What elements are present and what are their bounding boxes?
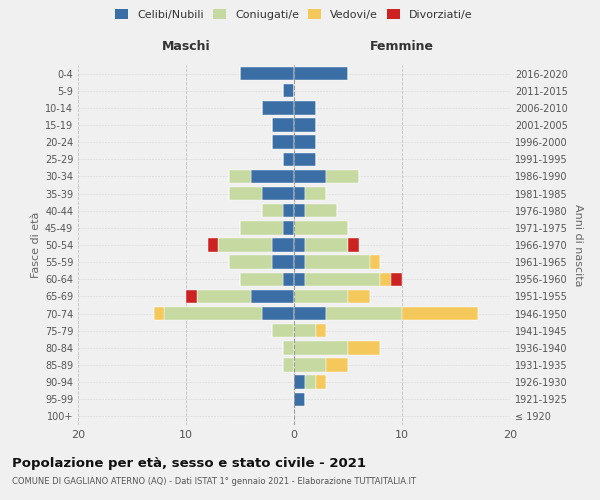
Bar xyxy=(283,221,294,234)
Bar xyxy=(316,376,326,389)
Legend: Celibi/Nubili, Coniugati/e, Vedovi/e, Divorziati/e: Celibi/Nubili, Coniugati/e, Vedovi/e, Di… xyxy=(112,6,476,23)
Text: Popolazione per età, sesso e stato civile - 2021: Popolazione per età, sesso e stato civil… xyxy=(12,458,366,470)
Bar xyxy=(218,238,272,252)
Bar xyxy=(294,307,326,320)
Bar xyxy=(294,221,348,234)
Bar xyxy=(370,256,380,269)
Bar xyxy=(197,290,251,303)
Bar xyxy=(262,101,294,114)
Bar xyxy=(283,272,294,286)
Bar xyxy=(402,307,478,320)
Bar xyxy=(272,238,294,252)
Bar xyxy=(240,272,283,286)
Bar xyxy=(326,170,359,183)
Bar xyxy=(283,358,294,372)
Bar xyxy=(208,238,218,252)
Bar xyxy=(294,136,316,149)
Bar xyxy=(305,272,380,286)
Bar xyxy=(294,272,305,286)
Bar xyxy=(283,204,294,218)
Bar xyxy=(294,324,316,338)
Bar xyxy=(154,307,164,320)
Bar xyxy=(316,324,326,338)
Bar xyxy=(262,307,294,320)
Bar xyxy=(240,221,283,234)
Bar xyxy=(186,290,197,303)
Bar xyxy=(272,256,294,269)
Bar xyxy=(272,324,294,338)
Text: Maschi: Maschi xyxy=(161,40,211,53)
Bar xyxy=(380,272,391,286)
Y-axis label: Anni di nascita: Anni di nascita xyxy=(573,204,583,286)
Bar xyxy=(251,170,294,183)
Bar xyxy=(348,341,380,354)
Bar xyxy=(294,392,305,406)
Bar xyxy=(294,67,348,80)
Bar xyxy=(294,376,305,389)
Text: Femmine: Femmine xyxy=(370,40,434,53)
Bar xyxy=(283,341,294,354)
Bar xyxy=(305,376,316,389)
Bar xyxy=(240,67,294,80)
Bar xyxy=(305,204,337,218)
Bar xyxy=(294,170,326,183)
Bar xyxy=(272,118,294,132)
Y-axis label: Fasce di età: Fasce di età xyxy=(31,212,41,278)
Bar xyxy=(251,290,294,303)
Bar xyxy=(305,187,326,200)
Bar xyxy=(272,136,294,149)
Bar xyxy=(294,256,305,269)
Bar xyxy=(294,238,305,252)
Bar xyxy=(262,204,283,218)
Bar xyxy=(305,256,370,269)
Bar xyxy=(305,238,348,252)
Bar xyxy=(294,187,305,200)
Bar xyxy=(229,170,251,183)
Bar xyxy=(326,358,348,372)
Bar xyxy=(294,204,305,218)
Bar xyxy=(326,307,402,320)
Bar xyxy=(294,101,316,114)
Bar xyxy=(294,290,348,303)
Bar xyxy=(391,272,402,286)
Bar xyxy=(229,187,262,200)
Bar xyxy=(283,84,294,98)
Bar xyxy=(348,238,359,252)
Bar xyxy=(294,118,316,132)
Bar xyxy=(294,341,348,354)
Text: COMUNE DI GAGLIANO ATERNO (AQ) - Dati ISTAT 1° gennaio 2021 - Elaborazione TUTTA: COMUNE DI GAGLIANO ATERNO (AQ) - Dati IS… xyxy=(12,478,416,486)
Bar xyxy=(294,358,326,372)
Bar xyxy=(348,290,370,303)
Bar xyxy=(294,152,316,166)
Bar xyxy=(164,307,262,320)
Bar xyxy=(262,187,294,200)
Bar xyxy=(283,152,294,166)
Bar xyxy=(229,256,272,269)
